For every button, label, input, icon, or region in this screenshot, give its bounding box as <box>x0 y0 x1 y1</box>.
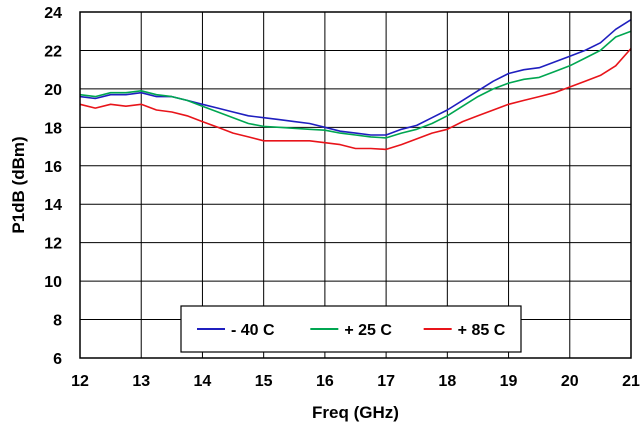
series-line-3 <box>79 47 632 151</box>
x-tick-labels: 12 13 14 15 16 17 18 19 20 21 <box>71 373 640 390</box>
legend-label: - 40 C <box>231 322 275 339</box>
legend: - 40 C + 25 C + 85 C <box>180 305 522 353</box>
series-line-1 <box>79 19 632 136</box>
y-tick-label: 12 <box>44 236 62 253</box>
legend-label: + 25 C <box>344 322 392 339</box>
y-axis-title: P1dB (dBm) <box>9 136 28 233</box>
x-tick-label: 21 <box>622 373 640 390</box>
legend-box <box>180 305 522 353</box>
y-tick-label: 16 <box>44 159 62 176</box>
y-tick-labels: 6 8 10 12 14 16 18 20 22 24 <box>44 5 62 368</box>
x-tick-label: 13 <box>132 373 150 390</box>
x-tick-label: 16 <box>316 373 334 390</box>
x-tick-label: 17 <box>377 373 395 390</box>
y-tick-label: 24 <box>44 5 62 22</box>
x-tick-label: 18 <box>438 373 456 390</box>
x-tick-label: 12 <box>71 373 89 390</box>
y-tick-label: 10 <box>44 274 62 291</box>
y-tick-label: 18 <box>44 120 62 137</box>
y-tick-label: 22 <box>44 43 62 60</box>
legend-label: + 85 C <box>458 322 506 339</box>
x-axis-title: Freq (GHz) <box>312 403 399 422</box>
x-tick-label: 19 <box>500 373 518 390</box>
series-line-2 <box>79 30 632 139</box>
plot-area-frame <box>79 11 632 359</box>
y-tick-label: 20 <box>44 82 62 99</box>
y-tick-label: 8 <box>53 313 62 330</box>
x-tick-label: 15 <box>255 373 273 390</box>
series-lines <box>79 19 632 151</box>
y-tick-label: 6 <box>53 351 62 368</box>
x-tick-label: 14 <box>194 373 212 390</box>
y-tick-label: 14 <box>44 197 62 214</box>
x-tick-label: 20 <box>561 373 579 390</box>
